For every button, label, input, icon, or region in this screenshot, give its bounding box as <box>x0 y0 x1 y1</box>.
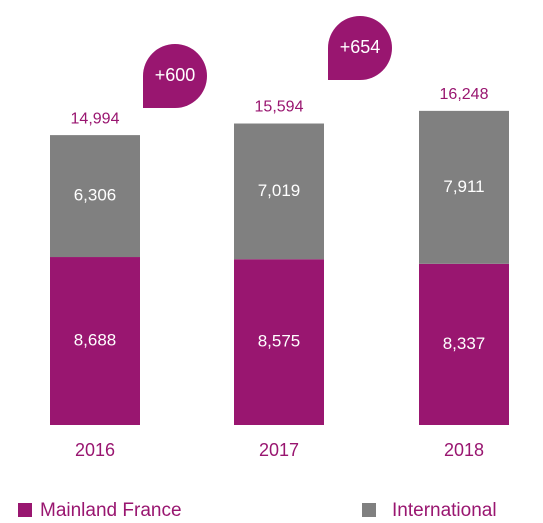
segment-label: 6,306 <box>74 186 117 205</box>
segment-label: 8,688 <box>74 331 117 350</box>
segment-label: 8,575 <box>258 332 301 351</box>
total-label: 14,994 <box>71 110 120 127</box>
annotation-text: +654 <box>340 37 381 57</box>
total-label: 16,248 <box>440 86 489 103</box>
annotation-bubble <box>143 44 207 108</box>
x-tick-label: 2017 <box>259 440 299 460</box>
bar-segment <box>419 263 509 425</box>
x-tick-label: 2016 <box>75 440 115 460</box>
x-tick-label: 2018 <box>444 440 484 460</box>
bar-segment <box>234 259 324 425</box>
annotation-text: +600 <box>155 65 196 85</box>
segment-label: 8,337 <box>443 334 486 353</box>
segment-label: 7,911 <box>443 177 484 196</box>
bar-segment <box>419 110 509 264</box>
bar-segment <box>234 123 324 260</box>
total-label: 15,594 <box>255 99 304 116</box>
legend-swatch <box>362 503 376 517</box>
legend-label: Mainland France <box>40 500 182 521</box>
bar-segment <box>50 135 140 258</box>
legend-label: International <box>392 500 497 521</box>
segment-label: 7,019 <box>258 181 301 200</box>
legend-swatch <box>18 503 32 517</box>
annotation-bubble <box>328 16 392 80</box>
bar-segment <box>50 257 140 425</box>
